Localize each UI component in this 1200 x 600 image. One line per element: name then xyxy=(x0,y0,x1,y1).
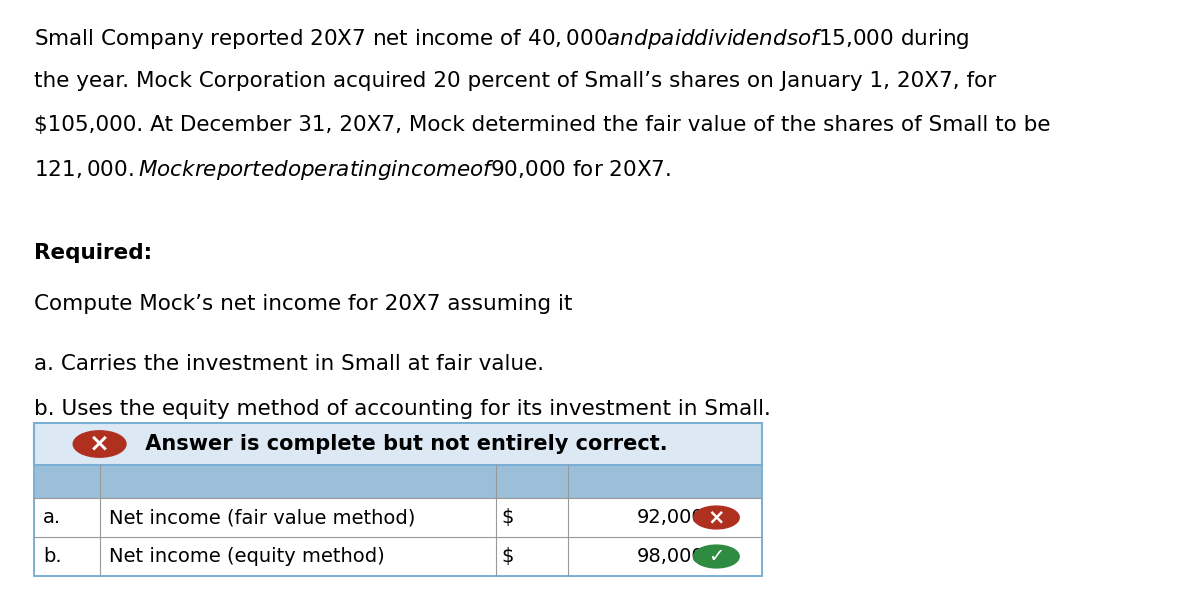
Text: Net income (fair value method): Net income (fair value method) xyxy=(109,508,415,527)
Bar xyxy=(100,465,496,498)
Text: $121,000. Mock reported operating income of $90,000 for 20X7.: $121,000. Mock reported operating income… xyxy=(34,158,671,182)
Text: $: $ xyxy=(502,508,514,527)
Bar xyxy=(34,465,100,498)
Circle shape xyxy=(694,506,739,529)
Text: a.: a. xyxy=(43,508,61,527)
Bar xyxy=(34,465,762,576)
Text: Required:: Required: xyxy=(34,243,151,263)
Text: 92,000: 92,000 xyxy=(637,508,704,527)
Text: ×: × xyxy=(708,508,725,527)
Text: $105,000. At December 31, 20X7, Mock determined the fair value of the shares of : $105,000. At December 31, 20X7, Mock det… xyxy=(34,115,1050,134)
Text: b. Uses the equity method of accounting for its investment in Small.: b. Uses the equity method of accounting … xyxy=(34,399,770,419)
FancyBboxPatch shape xyxy=(34,423,762,465)
Text: $: $ xyxy=(502,547,514,566)
Bar xyxy=(34,537,762,576)
Circle shape xyxy=(694,545,739,568)
Text: 98,000: 98,000 xyxy=(637,547,704,566)
Bar xyxy=(568,465,762,498)
Text: Net income (equity method): Net income (equity method) xyxy=(109,547,385,566)
Text: a. Carries the investment in Small at fair value.: a. Carries the investment in Small at fa… xyxy=(34,354,544,374)
Text: ✓: ✓ xyxy=(708,547,725,566)
Bar xyxy=(34,498,762,537)
Circle shape xyxy=(73,431,126,457)
Text: Compute Mock’s net income for 20X7 assuming it: Compute Mock’s net income for 20X7 assum… xyxy=(34,294,572,314)
Bar xyxy=(496,465,568,498)
Text: Small Company reported 20X7 net income of $40,000 and paid dividends of $15,000 : Small Company reported 20X7 net income o… xyxy=(34,27,970,51)
Text: b.: b. xyxy=(43,547,62,566)
Text: ×: × xyxy=(89,432,110,456)
Text: the year. Mock Corporation acquired 20 percent of Small’s shares on January 1, 2: the year. Mock Corporation acquired 20 p… xyxy=(34,71,996,91)
Text: Answer is complete but not entirely correct.: Answer is complete but not entirely corr… xyxy=(138,434,667,454)
